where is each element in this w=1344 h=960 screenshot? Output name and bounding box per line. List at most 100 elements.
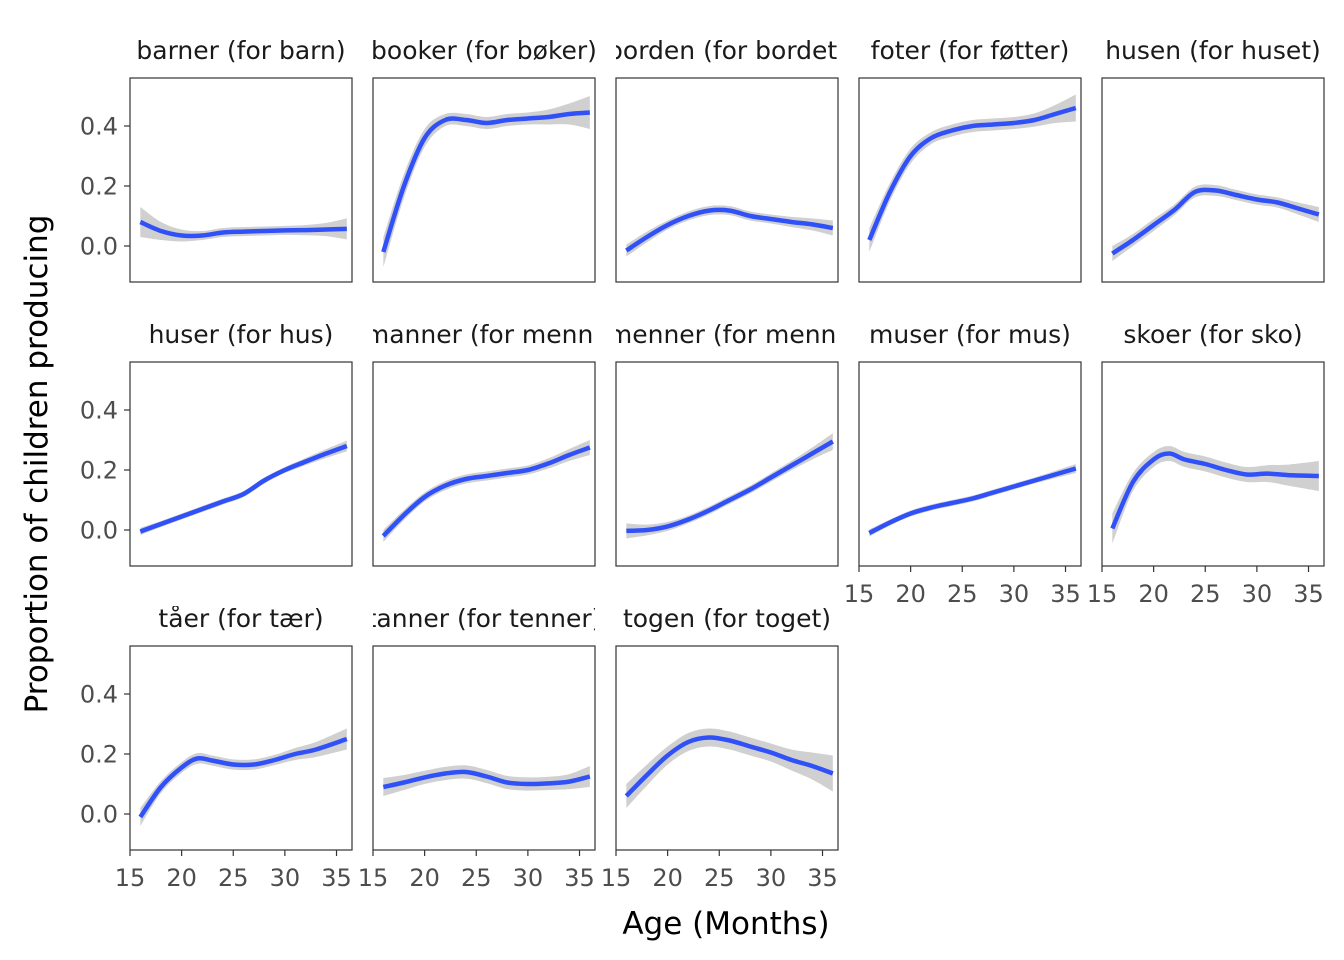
panel-border <box>129 361 353 567</box>
facet-panel: muser (for mus) <box>858 320 1082 567</box>
x-tick-label: 35 <box>321 864 352 892</box>
facet-panel: foter (for føtter) <box>858 36 1082 283</box>
panel-border <box>372 361 596 567</box>
facet-title: husen (for huset) <box>1105 36 1321 65</box>
x-tick-label: 25 <box>218 864 249 892</box>
facet-title: menner (for menn) <box>608 320 846 349</box>
x-tick-label: 15 <box>115 864 146 892</box>
facet-panel: borden (for bordet) <box>607 36 847 283</box>
panel-border <box>858 77 1082 283</box>
panel-border <box>129 77 353 283</box>
y-tick-label: 0.4 <box>80 113 118 141</box>
confidence-ribbon <box>1112 184 1319 261</box>
trend-line <box>1111 187 1320 256</box>
x-tick-label: 30 <box>270 864 301 892</box>
y-tick-label: 0.2 <box>80 741 118 769</box>
x-tick-label: 35 <box>564 864 595 892</box>
x-tick-label: 20 <box>895 580 926 608</box>
trend-line <box>139 443 348 534</box>
trend-line <box>139 219 347 239</box>
trend-line <box>867 105 1077 241</box>
panel-border <box>858 361 1082 567</box>
panels-layer: barner (for barn) booker (for bøker) borde… <box>129 36 1325 851</box>
facet-panel: togen (for toget) <box>615 606 839 851</box>
facet-plot-area <box>624 728 834 808</box>
confidence-ribbon <box>140 207 347 242</box>
x-tick-label: 15 <box>1087 580 1118 608</box>
x-tick-label: 20 <box>1138 580 1169 608</box>
facet-plot-area <box>138 728 348 826</box>
facet-plot-area <box>381 96 591 267</box>
trend-line <box>382 769 591 790</box>
panel-border <box>1101 77 1325 283</box>
y-tick-label: 0.0 <box>80 233 118 261</box>
x-tick-label: 35 <box>807 864 838 892</box>
panel-border <box>615 361 839 567</box>
x-axis-title: Age (Months) <box>622 906 829 942</box>
facet-title: manner (for menn) <box>365 320 603 349</box>
y-tick-label: 0.2 <box>80 173 118 201</box>
facet-plot-area <box>381 440 591 542</box>
confidence-ribbon <box>383 440 590 542</box>
facet-plot-area <box>625 205 834 257</box>
x-tick-label: 20 <box>166 864 197 892</box>
facet-title: foter (for føtter) <box>871 36 1070 65</box>
facet-panel: tåer (for tær) <box>129 604 353 851</box>
facet-plot-area <box>1110 446 1319 544</box>
trend-line <box>381 110 591 253</box>
x-tick-label: 20 <box>409 864 440 892</box>
x-tick-label: 30 <box>513 864 544 892</box>
facet-title: barner (for barn) <box>136 36 345 65</box>
facet-panel: manner (for menn) <box>365 320 603 567</box>
y-tick-label: 0.0 <box>80 517 118 545</box>
confidence-ribbon <box>626 433 833 539</box>
facet-title: skoer (for sko) <box>1123 320 1302 349</box>
x-tick-label: 35 <box>1050 580 1081 608</box>
facet-panel: barner (for barn) <box>129 36 353 283</box>
x-tick-label: 25 <box>1190 580 1221 608</box>
x-tick-label: 25 <box>461 864 492 892</box>
facet-plot-area <box>867 94 1077 252</box>
panel-border <box>1101 361 1325 567</box>
facet-plot-area <box>1111 184 1320 261</box>
facet-plot-area <box>139 207 347 242</box>
y-tick-label: 0.4 <box>80 397 118 425</box>
facet-panel: menner (for menn) <box>608 320 846 567</box>
y-tick-label: 0.4 <box>80 681 118 709</box>
trend-line <box>381 445 591 538</box>
trend-line <box>625 207 834 253</box>
facet-panel: tanner (for tenner) <box>372 606 596 851</box>
trend-line <box>868 466 1077 536</box>
facet-title: tåer (for tær) <box>158 604 323 633</box>
trend-line <box>626 439 834 534</box>
x-tick-label: 35 <box>1293 580 1324 608</box>
facet-panel: huser (for hus) <box>129 320 353 567</box>
x-tick-label: 15 <box>358 864 389 892</box>
x-tick-label: 30 <box>756 864 787 892</box>
facet-plot-area <box>868 464 1077 537</box>
trend-line <box>1110 451 1319 530</box>
facet-plot-area <box>139 440 348 536</box>
facet-panel: skoer (for sko) <box>1101 320 1325 567</box>
panel-border <box>372 77 596 283</box>
axes-layer: 0.00.20.40.00.20.415 20 25 30 35 15 20 25 30 350.… <box>80 113 1324 893</box>
facet-title: muser (for mus) <box>869 320 1071 349</box>
x-tick-label: 15 <box>844 580 875 608</box>
facet-title: booker (for bøker) <box>371 36 597 65</box>
facet-panel: husen (for huset) <box>1101 36 1325 283</box>
x-tick-label: 25 <box>704 864 735 892</box>
panel-border <box>615 645 839 851</box>
facet-title: borden (for bordet) <box>607 36 847 65</box>
panel-border <box>129 645 353 851</box>
facet-panel: booker (for bøker) <box>371 36 597 283</box>
facet-plot-area <box>382 765 591 796</box>
x-tick-label: 20 <box>652 864 683 892</box>
y-tick-label: 0.2 <box>80 457 118 485</box>
panel-border <box>372 645 596 851</box>
trend-line <box>624 735 834 798</box>
y-tick-label: 0.0 <box>80 801 118 829</box>
x-tick-label: 25 <box>947 580 978 608</box>
facet-title: huser (for hus) <box>149 320 334 349</box>
confidence-ribbon <box>1112 446 1319 544</box>
